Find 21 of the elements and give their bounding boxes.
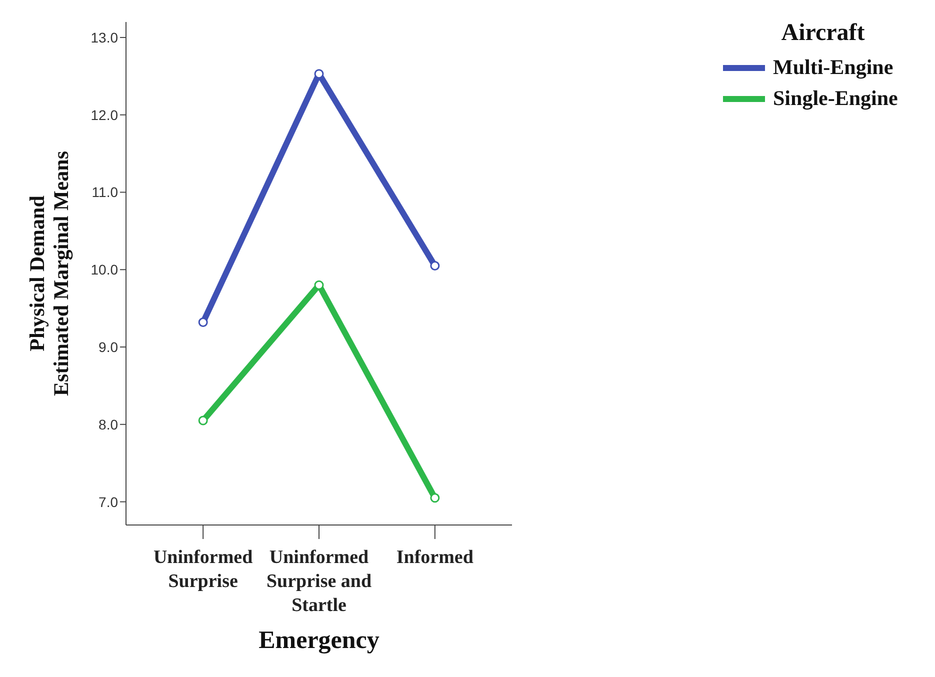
y-tick-label: 9.0 xyxy=(98,338,118,355)
x-tick-label: Uninformed Surprise xyxy=(153,547,254,592)
y-tick-label: 10.0 xyxy=(90,262,118,278)
y-axis-title: Physical Demand Estimated Marginal Means xyxy=(25,151,73,396)
legend-label: Multi-Engine xyxy=(772,55,894,80)
point xyxy=(430,261,440,271)
point xyxy=(198,416,208,426)
x-axis-title: Emergency xyxy=(258,627,380,654)
point xyxy=(198,318,208,327)
point xyxy=(314,280,324,290)
y-tick-label: 13.0 xyxy=(90,29,118,46)
point xyxy=(430,493,440,503)
point xyxy=(314,69,324,79)
x-tick-label: Informed xyxy=(396,547,474,568)
y-tick-label: 12.0 xyxy=(90,106,118,123)
y-tick-label: 7.0 xyxy=(98,494,118,510)
x-tick-label: Uninformed Surprise and Startle xyxy=(266,547,372,616)
legend-title: Aircraft xyxy=(780,20,866,47)
y-tick-label: 8.0 xyxy=(98,416,118,432)
y-tick-label: 11.0 xyxy=(92,184,118,200)
legend-label: Single-Engine xyxy=(772,86,899,111)
